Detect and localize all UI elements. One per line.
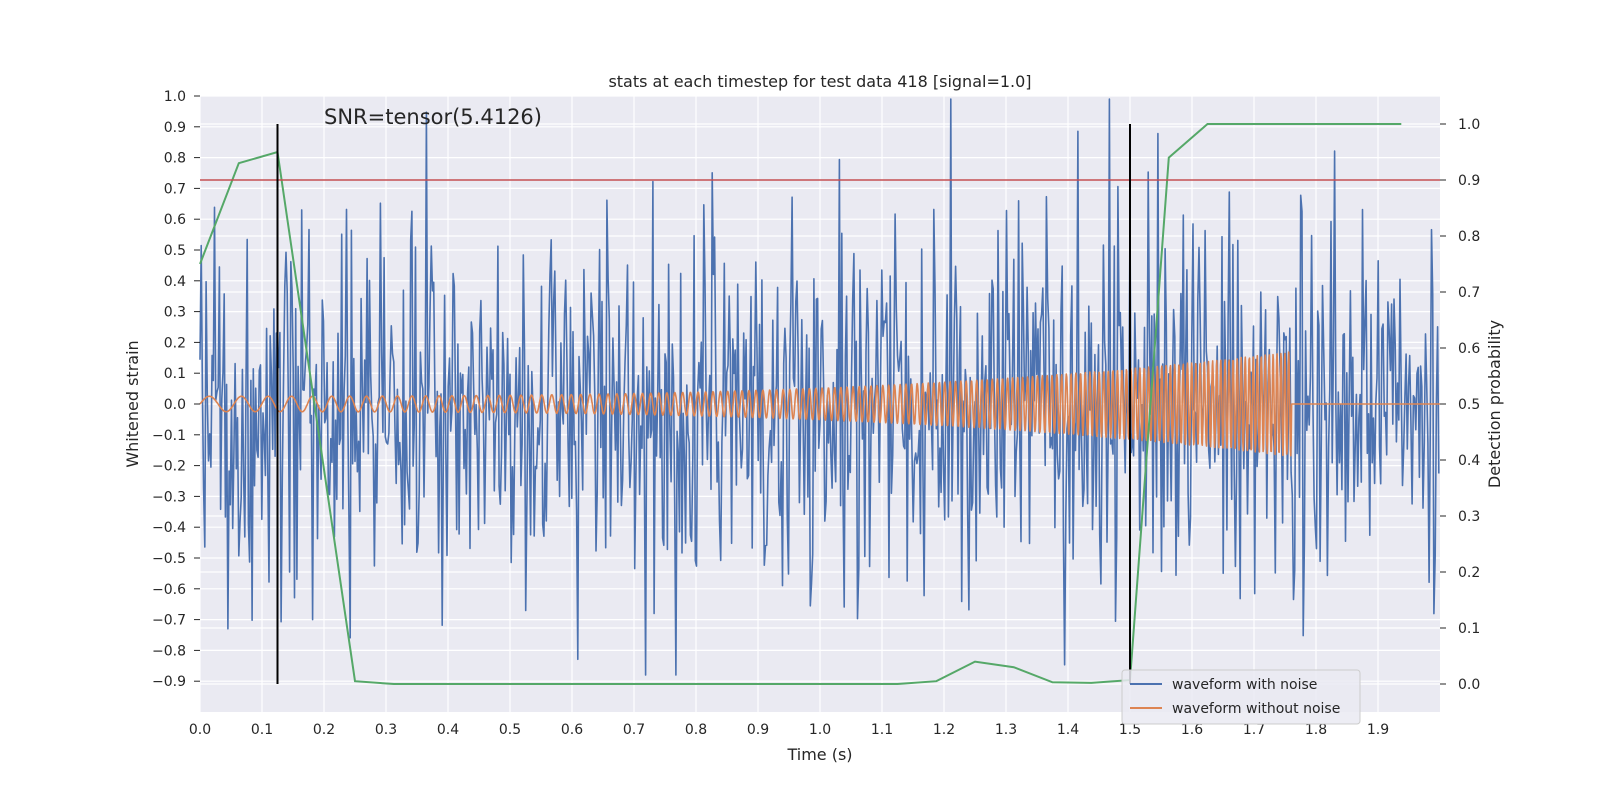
legend-label-noise: waveform with noise xyxy=(1172,677,1317,693)
y-left-tick-label: −0.8 xyxy=(152,643,186,659)
y-left-tick-label: −0.2 xyxy=(152,459,186,475)
x-tick-label: 1.9 xyxy=(1367,722,1389,738)
x-tick-label: 0.7 xyxy=(623,722,645,738)
y-left-tick-label: 0.9 xyxy=(164,120,186,136)
y-left-tick-label: 0.2 xyxy=(164,335,186,351)
y-left-tick-label: 0.1 xyxy=(164,366,186,382)
x-tick-label: 1.3 xyxy=(995,722,1017,738)
reference-lines xyxy=(200,124,1440,684)
x-tick-label: 1.7 xyxy=(1243,722,1265,738)
y-right-tick-label: 0.1 xyxy=(1458,621,1480,637)
y-axis-right-ticks: 1.0 0.9 0.8 0.7 0.6 0.5 0.4 0.3 0.2 0.1 0.0 xyxy=(1440,117,1480,693)
y-right-tick-label: 0.0 xyxy=(1458,677,1480,693)
legend: waveform with noise waveform without noi… xyxy=(1121,669,1361,725)
y-left-tick-label: −0.4 xyxy=(152,520,186,536)
x-tick-label: 1.5 xyxy=(1119,722,1141,738)
x-tick-label: 0.5 xyxy=(499,722,521,738)
y-right-tick-label: 0.5 xyxy=(1458,397,1480,413)
waveform-without-noise-series xyxy=(199,351,1441,457)
y-right-tick-label: 0.4 xyxy=(1458,453,1480,469)
y-right-tick-label: 1.0 xyxy=(1458,117,1480,133)
x-tick-label: 1.4 xyxy=(1057,722,1079,738)
x-tick-label: 1.6 xyxy=(1181,722,1203,738)
waveform-without-noise-line xyxy=(199,351,1441,457)
y-left-tick-label: −0.7 xyxy=(152,613,186,629)
y-axis-label-left: Whitened strain xyxy=(123,340,142,467)
legend-box xyxy=(1121,669,1361,725)
y-left-tick-label: −0.6 xyxy=(152,582,186,598)
y-left-tick-label: 0.3 xyxy=(164,305,186,321)
y-left-tick-label: −0.9 xyxy=(152,674,186,690)
x-tick-label: 0.8 xyxy=(685,722,707,738)
x-tick-label: 1.1 xyxy=(871,722,893,738)
y-right-tick-label: 0.6 xyxy=(1458,341,1480,357)
y-left-tick-label: 1.0 xyxy=(164,89,186,105)
detection-probability-line xyxy=(199,123,1402,685)
y-right-tick-label: 0.8 xyxy=(1458,229,1480,245)
x-axis-label: Time (s) xyxy=(786,745,852,764)
detection-probability-series xyxy=(199,123,1402,685)
x-tick-label: 0.1 xyxy=(251,722,273,738)
x-axis-ticks: 0.0 0.1 0.2 0.3 0.4 0.5 0.6 0.7 0.8 0.9 1.0 1.1 1.2 1… xyxy=(189,722,1389,738)
x-tick-label: 0.3 xyxy=(375,722,397,738)
chart-title: stats at each timestep for test data 418… xyxy=(608,72,1031,91)
x-tick-label: 1.0 xyxy=(809,722,831,738)
y-left-tick-label: 0.4 xyxy=(164,274,186,290)
y-left-tick-label: −0.1 xyxy=(152,428,186,444)
y-left-tick-label: 0.6 xyxy=(164,212,186,228)
y-left-tick-label: 0.5 xyxy=(164,243,186,259)
snr-annotation: SNR=tensor(5.4126) xyxy=(324,105,542,129)
y-left-tick-label: 0.8 xyxy=(164,151,186,167)
y-right-tick-label: 0.9 xyxy=(1458,173,1480,189)
y-axis-label-right: Detection probability xyxy=(1485,320,1504,488)
y-left-tick-label: −0.3 xyxy=(152,489,186,505)
y-right-tick-label: 0.2 xyxy=(1458,565,1480,581)
x-tick-label: 0.9 xyxy=(747,722,769,738)
y-left-tick-label: −0.5 xyxy=(152,551,186,567)
x-tick-label: 0.4 xyxy=(437,722,459,738)
x-tick-label: 0.0 xyxy=(189,722,211,738)
y-left-tick-label: 0.7 xyxy=(164,181,186,197)
y-axis-left-ticks: 1.0 0.9 0.8 0.7 0.6 0.5 0.4 0.3 0.2 0.1 0.0 −0.1 −0.… xyxy=(152,89,200,690)
x-tick-label: 0.2 xyxy=(313,722,335,738)
legend-label-clean: waveform without noise xyxy=(1172,701,1340,717)
x-tick-label: 0.6 xyxy=(561,722,583,738)
x-tick-label: 1.2 xyxy=(933,722,955,738)
x-tick-label: 1.8 xyxy=(1305,722,1327,738)
y-right-tick-label: 0.7 xyxy=(1458,285,1480,301)
y-right-tick-label: 0.3 xyxy=(1458,509,1480,525)
y-left-tick-label: 0.0 xyxy=(164,397,186,413)
